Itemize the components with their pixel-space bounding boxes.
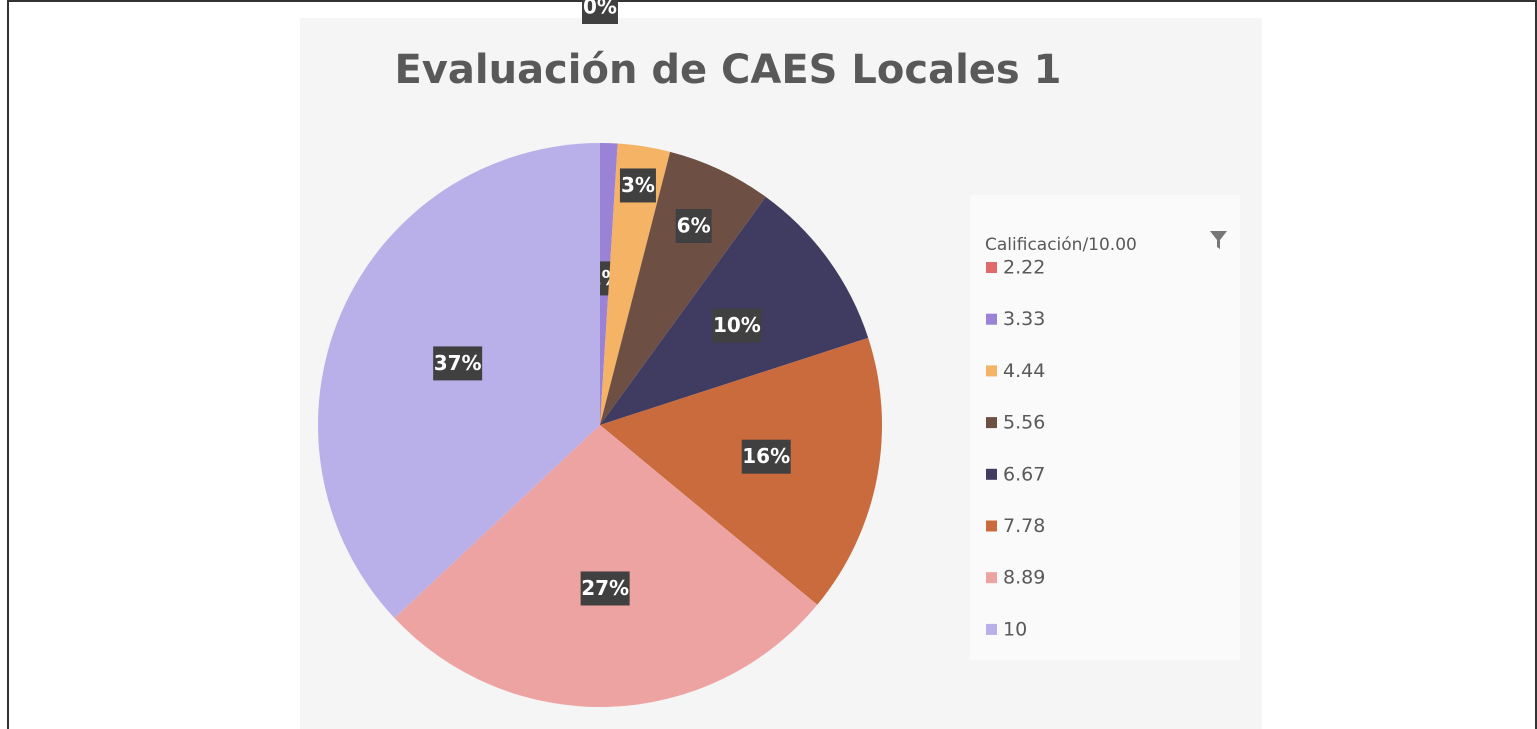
data-label: 10% (713, 313, 761, 337)
legend-swatch (986, 520, 997, 532)
data-label: 6% (677, 213, 711, 237)
legend-swatch (986, 365, 997, 377)
chart-title: Evaluación de CAES Locales 1 (394, 47, 1061, 93)
legend-swatch (986, 262, 997, 273)
legend-label: 5.56 (1003, 412, 1045, 434)
pie-slice (600, 151, 766, 425)
legend-title: Calificación/10.00 (985, 235, 1137, 255)
legend-label: 10 (1003, 618, 1027, 640)
legend-label: 7.78 (1003, 515, 1045, 537)
data-label-box (712, 308, 762, 343)
pie-slice (600, 143, 671, 425)
legend-label: 8.89 (1003, 567, 1045, 589)
data-label-box (675, 208, 712, 243)
frame (7, 0, 1537, 729)
pie-slice (318, 143, 600, 619)
pie-slice (600, 337, 882, 605)
legend-label: 4.44 (1003, 360, 1045, 382)
legend-label: 3.33 (1003, 308, 1045, 330)
pie-slice (394, 425, 818, 707)
data-label-box (619, 168, 656, 203)
data-label-box (582, 0, 618, 24)
legend-label: 2.22 (1003, 257, 1045, 279)
data-label: 37% (434, 351, 482, 375)
legend-swatch (986, 572, 997, 584)
legend-swatch (986, 417, 997, 429)
data-label: 16% (742, 444, 790, 468)
data-label-box (433, 346, 483, 381)
legend-label: 6.67 (1003, 463, 1045, 485)
legend-swatch (986, 623, 997, 635)
data-label-box (580, 571, 630, 606)
data-label-box (741, 439, 791, 474)
data-label: 27% (581, 576, 629, 600)
legend-swatch (986, 468, 997, 480)
filter-icon[interactable] (1210, 231, 1227, 249)
legend-swatch (986, 313, 997, 325)
data-label: 3% (621, 173, 655, 197)
legend-box (970, 195, 1240, 660)
data-label: 0% (583, 0, 617, 19)
